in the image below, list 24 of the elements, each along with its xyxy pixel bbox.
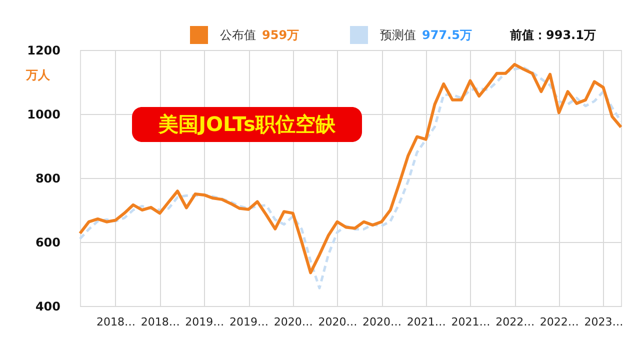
legend-label: 公布值 xyxy=(220,28,256,42)
y-tick-label: 1200 xyxy=(27,44,60,58)
text: 美国JOLTs职位空缺 xyxy=(158,112,336,136)
text: 977.5万 xyxy=(422,28,472,42)
legend-label: 预测值 xyxy=(380,28,416,42)
x-tick-label: 2021… xyxy=(406,316,446,328)
y-tick-label: 800 xyxy=(35,172,60,186)
x-tick-label: 2019… xyxy=(185,316,224,328)
y-tick-label: 400 xyxy=(35,300,60,314)
x-tick-label: 2018… xyxy=(96,316,136,328)
x-tick-label: 2019… xyxy=(230,316,269,328)
x-tick-label: 2021… xyxy=(451,316,490,328)
x-tick-label: 2020… xyxy=(362,316,402,328)
y-axis-title: 万人 xyxy=(25,68,51,82)
x-tick-label: 2018… xyxy=(140,316,180,328)
x-tick-label: 2022… xyxy=(496,316,535,328)
y-tick-label: 600 xyxy=(35,236,60,250)
x-tick-label: 2022… xyxy=(540,316,579,328)
x-tick-label: 2020… xyxy=(318,316,358,328)
x-tick-label: 2020… xyxy=(274,316,313,328)
text: 前值：993.1万 xyxy=(509,28,596,42)
y-tick-label: 1000 xyxy=(27,108,60,122)
x-tick-label: 2023… xyxy=(584,316,624,328)
text: 959万 xyxy=(262,28,300,42)
